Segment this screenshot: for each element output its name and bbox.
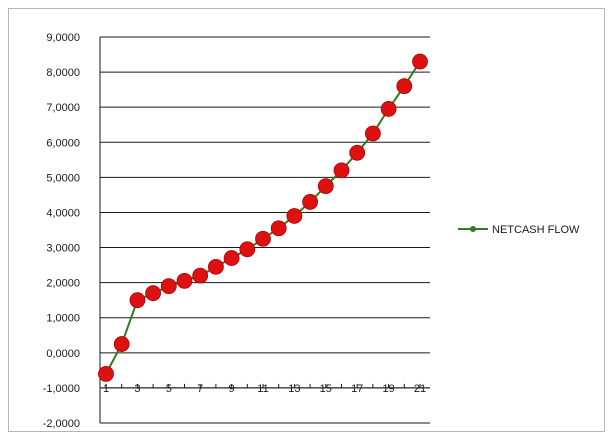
legend: NETCASH FLOW — [458, 224, 580, 236]
data-point — [129, 292, 146, 309]
data-point — [333, 162, 350, 179]
data-point — [192, 267, 209, 284]
series-layer — [98, 53, 428, 382]
y-tick-label: 6,0000 — [46, 137, 80, 149]
data-point — [270, 220, 287, 237]
data-point — [349, 144, 366, 161]
y-tick-label: -2,0000 — [43, 418, 80, 430]
x-tick-label: 11 — [257, 383, 268, 395]
legend-label: NETCASH FLOW — [492, 224, 580, 236]
y-tick-label: 9,0000 — [46, 32, 80, 44]
data-point — [239, 241, 256, 258]
axes — [99, 37, 430, 423]
y-tick-label: 0,0000 — [46, 348, 80, 360]
data-point — [412, 53, 428, 70]
x-tick-label: 9 — [229, 383, 235, 395]
x-tick-label: 1 — [103, 383, 109, 395]
y-axis-labels: -2,0000 -1,0000 0,0000 1,0000 2,0000 3,0000 4,… — [43, 32, 80, 430]
x-tick-label: 15 — [320, 383, 332, 395]
data-point — [255, 230, 271, 247]
x-tick-label: 5 — [166, 383, 172, 395]
data-point — [145, 285, 162, 302]
x-tick-label: 17 — [351, 383, 363, 395]
series-line — [105, 61, 421, 375]
y-tick-label: 8,0000 — [46, 67, 80, 79]
data-point — [207, 258, 224, 275]
y-tick-label: -1,0000 — [43, 383, 80, 395]
data-point — [98, 365, 114, 382]
data-point — [317, 178, 334, 195]
y-tick-label: 7,0000 — [46, 102, 80, 114]
x-tick-label: 19 — [382, 383, 394, 395]
data-point — [113, 336, 130, 352]
data-point — [160, 278, 177, 295]
x-tick-label: 21 — [414, 383, 426, 395]
data-point — [396, 78, 413, 95]
y-tick-label: 3,0000 — [46, 243, 80, 255]
x-tick-label: 7 — [197, 383, 203, 395]
data-point — [364, 125, 381, 142]
y-tick-label: 5,0000 — [46, 172, 80, 184]
chart-frame — [8, 8, 605, 432]
data-point — [286, 208, 303, 224]
data-point — [176, 272, 193, 289]
x-tick-label: 13 — [288, 383, 300, 395]
grid-lines — [100, 36, 430, 424]
x-axis-labels: 1 3 5 7 9 11 13 15 17 19 21 — [103, 383, 426, 395]
data-point — [302, 194, 319, 210]
y-tick-label: 2,0000 — [46, 278, 80, 290]
data-point — [380, 101, 397, 117]
x-tick-label: 3 — [134, 383, 140, 395]
y-tick-label: 1,0000 — [46, 313, 80, 325]
y-tick-label: 4,0000 — [46, 207, 80, 219]
legend-marker-swatch — [470, 226, 476, 232]
data-point — [223, 250, 240, 266]
